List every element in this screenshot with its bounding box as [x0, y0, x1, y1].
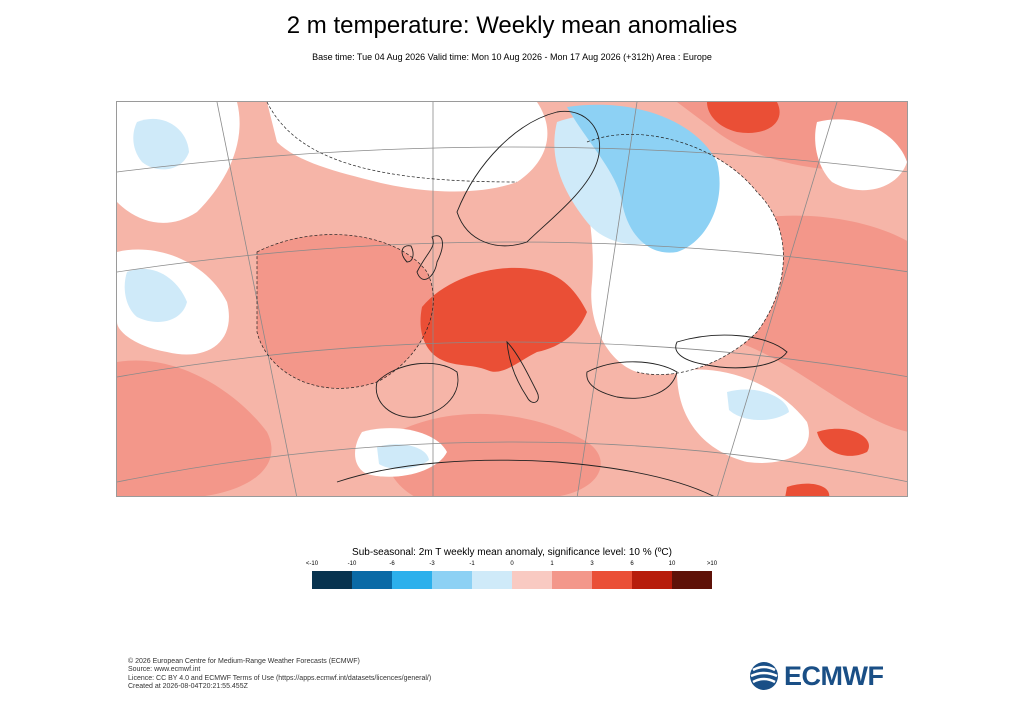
graticule: [117, 102, 907, 496]
legend-color-swatch: [312, 571, 352, 589]
cool-patch-atlas: [377, 444, 429, 469]
cool-patch-greenland: [133, 118, 189, 170]
neutral-area-north-atlantic: [267, 102, 548, 192]
legend-tick: >10: [706, 561, 718, 567]
parallel-line: [117, 146, 907, 173]
legend-tick: <-10: [305, 561, 319, 567]
warm-patch-atlantic: [257, 234, 434, 389]
meridian-line: [576, 102, 638, 496]
legend-color-swatch: [592, 571, 632, 589]
hot-patch-arctic: [707, 102, 780, 133]
legend-tick: 0: [510, 561, 514, 567]
coastline-ireland: [401, 245, 414, 263]
meridian-line: [216, 102, 298, 496]
coastline-britain: [416, 235, 443, 280]
coastline-black-sea: [675, 334, 788, 369]
legend-tick: 10: [668, 561, 676, 567]
contour-line: [256, 234, 434, 389]
hot-patch-central-europe: [420, 267, 587, 372]
legend-color-swatch: [512, 571, 552, 589]
legend-color-swatch: [552, 571, 592, 589]
ecmwf-logo-icon: [750, 662, 778, 690]
anomaly-map: [116, 101, 908, 497]
parallel-line: [117, 341, 907, 378]
hot-patch-middle-east: [817, 428, 869, 456]
cool-patch-anatolia: [727, 389, 789, 421]
legend-title: Sub-seasonal: 2m T weekly mean anomaly, …: [352, 547, 672, 558]
chart-title: 2 m temperature: Weekly mean anomalies: [286, 12, 738, 39]
legend-tick: -3: [429, 561, 435, 567]
footer-created: Created at 2026-08-04T20:21:55.455Z: [128, 682, 248, 690]
legend-tick: -1: [469, 561, 475, 567]
coastline-balkans: [586, 361, 678, 399]
chart-subtitle: Base time: Tue 04 Aug 2026 Valid time: M…: [312, 52, 712, 62]
significance-contours: [256, 102, 784, 389]
legend-tick: -10: [347, 561, 357, 567]
legend-tick: 3: [590, 561, 594, 567]
meridian-line: [717, 102, 838, 496]
coastline-iberia: [375, 362, 459, 418]
footer-licence: Licence: CC BY 4.0 and ECMWF Terms of Us…: [128, 674, 432, 682]
legend-color-bar: [312, 571, 712, 589]
footer-credits: © 2026 European Centre for Medium-Range …: [128, 658, 431, 691]
legend-ticks: <-10 -10 -6 -3 -1 0 1 3 6 10 >10: [306, 561, 717, 571]
hot-patch-southeast: [785, 483, 829, 496]
contour-line: [266, 102, 518, 183]
ecmwf-logo-text: ECMWF: [784, 661, 884, 691]
coastline-italy: [506, 340, 539, 403]
legend-color-swatch: [352, 571, 392, 589]
legend-color-swatch: [672, 571, 712, 589]
parallel-line: [117, 241, 907, 273]
legend-tick: 1: [550, 561, 554, 567]
cool-patch-labrador: [124, 268, 187, 322]
legend-color-swatch: [632, 571, 672, 589]
legend-color-swatch: [432, 571, 472, 589]
legend-color-swatch: [392, 571, 432, 589]
coastline-scandinavia: [456, 110, 601, 247]
contour-line: [586, 133, 784, 375]
warm-patch-iberia-africa: [386, 413, 601, 496]
footer-source: Source: www.ecmwf.int: [128, 666, 201, 674]
footer-copyright: © 2026 European Centre for Medium-Range …: [128, 658, 360, 665]
legend-color-swatch: [472, 571, 512, 589]
coastlines: [336, 110, 788, 496]
cold-patch-baltic: [567, 104, 720, 253]
neutral-area-ural: [815, 119, 907, 191]
legend-tick: 6: [630, 561, 634, 567]
coastline-north-africa: [336, 459, 714, 496]
legend-tick: -6: [389, 561, 395, 567]
map-canvas: [117, 102, 907, 496]
parallel-line: [117, 441, 907, 483]
ecmwf-logo: ECMWF: [748, 660, 900, 692]
